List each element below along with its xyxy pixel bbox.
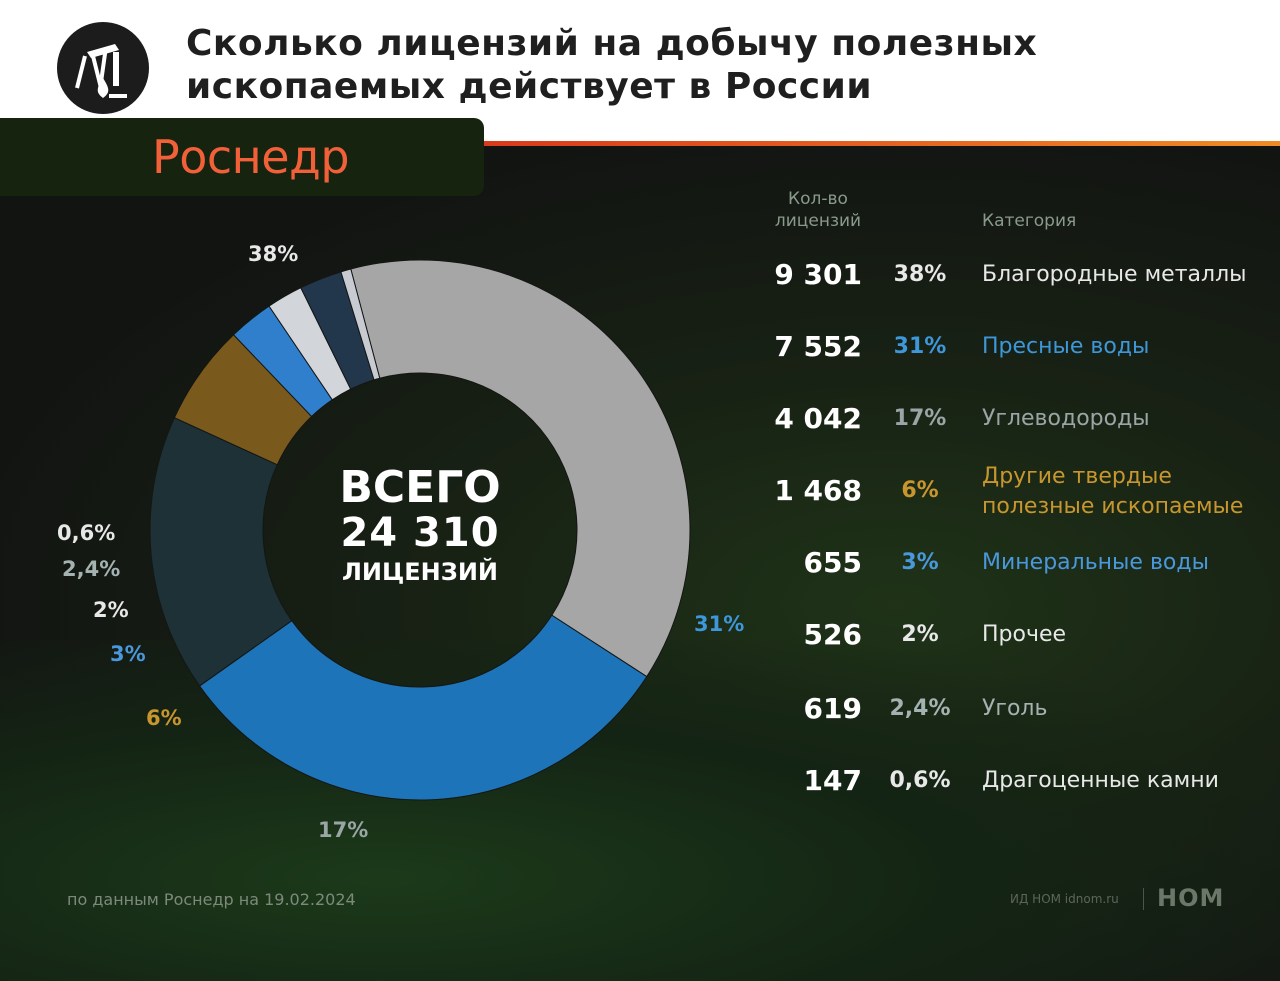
- row-count: 7 552: [774, 330, 862, 363]
- row-count: 1 468: [774, 474, 862, 507]
- title-line-2: ископаемых действует в России: [186, 66, 873, 107]
- donut-percent-label: 0,6%: [57, 521, 116, 545]
- row-count: 619: [803, 692, 862, 725]
- center-line-3: ЛИЦЕНЗИЙ: [342, 558, 498, 586]
- title-line-1: Сколько лицензий на добычу полезных: [186, 23, 1038, 64]
- center-total-value: 24 310: [340, 510, 500, 556]
- donut-slice: [340, 268, 381, 381]
- source-tab: Роснедр: [0, 118, 484, 196]
- donut-percent-label: 38%: [248, 242, 299, 266]
- row-count: 526: [803, 618, 862, 651]
- category-column-header: Категория: [982, 211, 1077, 231]
- row-category: Другие твердые полезные ископаемые: [982, 464, 1244, 519]
- row-percent: 38%: [893, 262, 947, 287]
- donut-percent-label: 31%: [694, 612, 745, 636]
- count-column-header: Кол-во лицензий: [774, 189, 862, 231]
- row-percent: 2,4%: [889, 696, 951, 721]
- row-category: Пресные воды: [982, 334, 1150, 359]
- row-count: 9 301: [774, 258, 862, 291]
- row-percent: 0,6%: [889, 768, 951, 793]
- row-category: Благородные металлы: [982, 262, 1247, 287]
- donut-center-total: ВСЕГО 24 310 ЛИЦЕНЗИЙ: [300, 465, 540, 589]
- donut-percent-label: 2%: [93, 598, 129, 622]
- row-category: Прочее: [982, 622, 1067, 647]
- footer-separator: [1143, 888, 1144, 910]
- row-count: 4 042: [774, 402, 862, 435]
- donut-percent-label: 6%: [146, 706, 182, 730]
- donut-slice: [350, 259, 691, 678]
- donut-percent-label: 17%: [318, 818, 369, 842]
- donut-chart: [149, 259, 691, 801]
- row-category: Уголь: [982, 696, 1048, 721]
- row-percent: 17%: [893, 406, 947, 431]
- row-percent: 31%: [893, 334, 947, 359]
- donut-slice: [149, 417, 293, 687]
- row-percent: 6%: [901, 478, 939, 503]
- oil-pump-logo-icon: [57, 22, 149, 114]
- donut-percent-label: 2,4%: [62, 557, 121, 581]
- row-category: Драгоценные камни: [982, 768, 1219, 793]
- row-count: 655: [803, 546, 862, 579]
- footer-brand-logo: НОМ: [1157, 884, 1225, 912]
- footer-source: по данным Роснедр на 19.02.2024: [67, 890, 356, 909]
- donut-slice: [198, 614, 648, 801]
- page-title: Сколько лицензий на добычу полезных иско…: [186, 22, 1186, 108]
- source-tab-label: Роснедр: [152, 130, 350, 184]
- donut-percent-label: 3%: [110, 642, 146, 666]
- accent-line: [484, 141, 1280, 146]
- center-line-1: ВСЕГО: [339, 462, 501, 513]
- row-count: 147: [803, 764, 862, 797]
- row-percent: 2%: [901, 622, 939, 647]
- footer-site: ИД НОМ idnom.ru: [1010, 892, 1119, 906]
- row-category: Минеральные воды: [982, 550, 1209, 575]
- row-percent: 3%: [901, 550, 939, 575]
- row-category: Углеводороды: [982, 406, 1150, 431]
